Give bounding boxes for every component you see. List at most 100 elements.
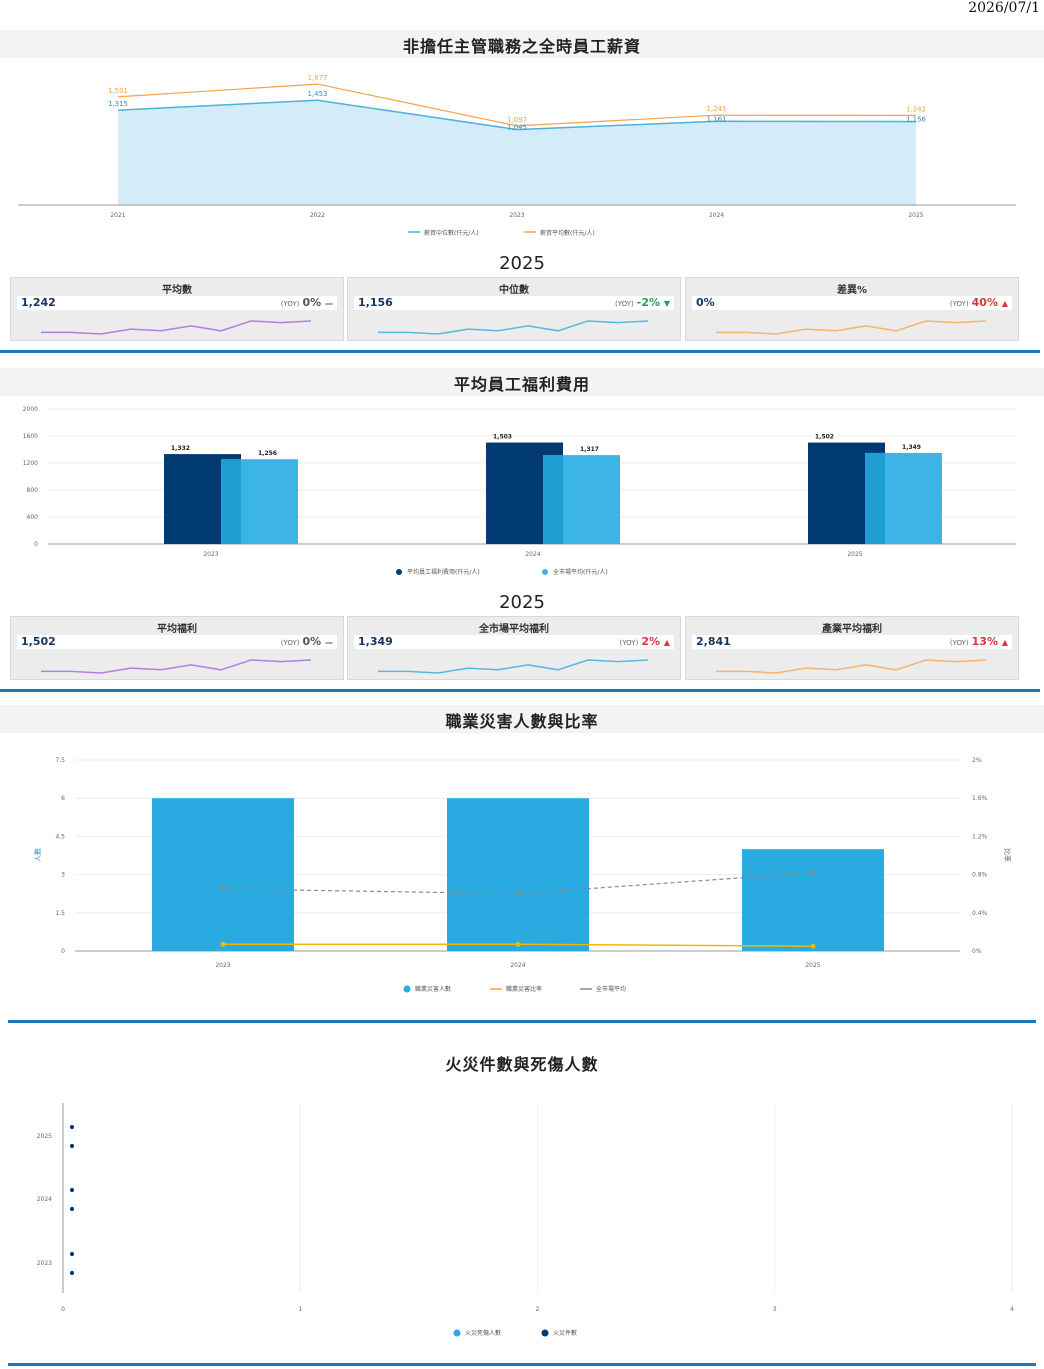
median-line xyxy=(117,99,917,131)
y-tick-label: 2025 xyxy=(37,1133,52,1140)
x-tick-label: 2025 xyxy=(847,551,862,558)
benefit-bar-chart: 0 400 800 1200 1600 2000 1,332 1,256 2023 1,503 1,… xyxy=(23,406,1016,576)
legend-benefit-marker xyxy=(396,569,402,575)
injury-count-bar xyxy=(152,798,294,951)
benefit-section-title: 平均員工福利費用 xyxy=(453,375,590,394)
kpi-sparkline xyxy=(716,659,987,674)
kpi-card: 平均福利 1,502 (YOY) 0% — xyxy=(10,616,344,680)
fire-casualty-point xyxy=(69,1143,75,1149)
kpi-card: 產業平均福利 2,841 (YOY) 13% ▲ xyxy=(685,616,1019,680)
median-data-label: 1,045 xyxy=(507,124,527,132)
kpi-sparkline-line xyxy=(378,659,649,674)
kpi-sparkline xyxy=(378,659,649,674)
benefit-data-label: 1,502 xyxy=(815,434,834,441)
market-data-label: 1,349 xyxy=(902,444,921,451)
benefit-divider xyxy=(0,689,1040,692)
kpi-title: 差異% xyxy=(836,285,868,296)
kpi-sparkline-line xyxy=(716,320,987,335)
x-tick-label: 2023 xyxy=(203,551,218,558)
fire-count-point xyxy=(69,1124,75,1130)
benefit-data-label: 1,503 xyxy=(493,434,512,441)
y-tick-label: 4.5 xyxy=(55,833,65,840)
kpi-title: 產業平均福利 xyxy=(822,624,882,635)
y-axis-title: 人數 xyxy=(33,848,42,862)
kpi-sparkline-line xyxy=(41,659,312,674)
kpi-card: 中位數 1,156 (YOY) -2% ▼ xyxy=(347,277,681,341)
legend-rate-label: 職業災害比率 xyxy=(506,985,542,993)
kpi-title: 平均數 xyxy=(162,285,192,296)
salary-divider xyxy=(0,350,1040,353)
kpi-trend-icon: ▼ xyxy=(663,299,670,308)
kpi-yoy-label: (YOY) xyxy=(280,300,300,308)
injury-count-bar xyxy=(447,798,589,951)
y2-tick-label: 0.8% xyxy=(972,872,988,879)
kpi-value: 1,242 xyxy=(21,296,56,309)
kpi-sparkline-line xyxy=(378,320,649,335)
kpi-card: 平均數 1,242 (YOY) 0% — xyxy=(10,277,344,341)
bar-overlap xyxy=(543,455,563,544)
legend-count-marker xyxy=(403,985,411,993)
kpi-yoy-label: (YOY) xyxy=(280,639,300,647)
kpi-yoy-value: 2% xyxy=(641,635,660,648)
x-tick-label: 2025 xyxy=(805,962,820,969)
kpi-trend-icon: ▲ xyxy=(1001,638,1008,647)
y2-tick-label: 0% xyxy=(972,948,982,955)
legend-casualty-marker xyxy=(453,1329,461,1337)
y-tick-label: 2023 xyxy=(37,1260,52,1267)
fire-count-point xyxy=(69,1187,75,1193)
salary-kpi-year: 2025 xyxy=(499,253,545,274)
y-tick-label: 1.5 xyxy=(55,910,65,917)
kpi-value-row: 1,349 (YOY) 2% ▲ xyxy=(354,635,674,649)
x-tick-label: 1 xyxy=(298,1306,302,1313)
fire-divider xyxy=(8,1363,1036,1366)
kpi-value: 1,156 xyxy=(358,296,393,309)
salary-section-title: 非擔任主管職務之全時員工薪資 xyxy=(402,37,641,56)
fire-count-point xyxy=(69,1251,75,1257)
legend-benefit-label: 平均員工福利費用(仟元/人) xyxy=(407,568,480,576)
benefit-kpi-year: 2025 xyxy=(499,592,545,613)
y-tick-label: 1200 xyxy=(23,460,38,467)
y-tick-label: 2024 xyxy=(37,1196,52,1203)
benefit-title-band xyxy=(0,368,1044,396)
kpi-yoy-value: -2% xyxy=(636,296,660,309)
y-tick-label: 3 xyxy=(61,872,65,879)
kpi-value-row: 1,156 (YOY) -2% ▼ xyxy=(354,296,674,310)
kpi-yoy: (YOY) 0% — xyxy=(281,635,333,648)
injury-count-bar xyxy=(742,849,884,951)
kpi-value: 1,349 xyxy=(358,635,393,648)
x-tick-label: 3 xyxy=(773,1306,777,1313)
x-tick-label: 2021 xyxy=(110,212,125,219)
kpi-sparkline xyxy=(378,320,649,335)
fire-casualty-point xyxy=(69,1206,75,1212)
market-data-label: 1,317 xyxy=(580,446,599,453)
average-data-label: 1,501 xyxy=(108,87,128,95)
y-tick-label: 0 xyxy=(61,948,65,955)
kpi-yoy-value: 0% xyxy=(302,635,322,648)
x-tick-label: 2023 xyxy=(215,962,230,969)
average-data-label: 1,677 xyxy=(307,74,327,82)
kpi-value: 0% xyxy=(696,296,715,309)
kpi-value-row: 2,841 (YOY) 13% ▲ xyxy=(692,635,1012,649)
kpi-value: 1,502 xyxy=(21,635,56,648)
kpi-sparkline xyxy=(716,320,987,335)
kpi-sparkline xyxy=(41,320,312,335)
y2-axis-title: 比率 xyxy=(1003,848,1012,862)
kpi-value-row: 0% (YOY) 40% ▲ xyxy=(692,296,1012,310)
kpi-yoy-value: 13% xyxy=(971,635,998,648)
kpi-yoy: (YOY) -2% ▼ xyxy=(615,296,670,309)
legend-market-label: 全市場平均(仟元/人) xyxy=(553,568,608,576)
y-tick-label: 7.5 xyxy=(55,757,65,764)
salary-title-band xyxy=(0,30,1044,58)
injury-section-title: 職業災害人數與比率 xyxy=(445,712,599,731)
average-data-label: 1,242 xyxy=(906,105,926,113)
kpi-yoy-label: (YOY) xyxy=(949,639,969,647)
kpi-yoy: (YOY) 2% ▲ xyxy=(620,635,670,648)
kpi-yoy-value: 40% xyxy=(971,296,998,309)
x-tick-label: 0 xyxy=(61,1306,65,1313)
kpi-card: 差異% 0% (YOY) 40% ▲ xyxy=(685,277,1019,341)
kpi-yoy: (YOY) 40% ▲ xyxy=(950,296,1008,309)
x-tick-label: 2 xyxy=(536,1306,540,1313)
kpi-yoy-value: 0% xyxy=(302,296,322,309)
injury-rate-point xyxy=(515,941,521,947)
median-area xyxy=(118,100,916,205)
